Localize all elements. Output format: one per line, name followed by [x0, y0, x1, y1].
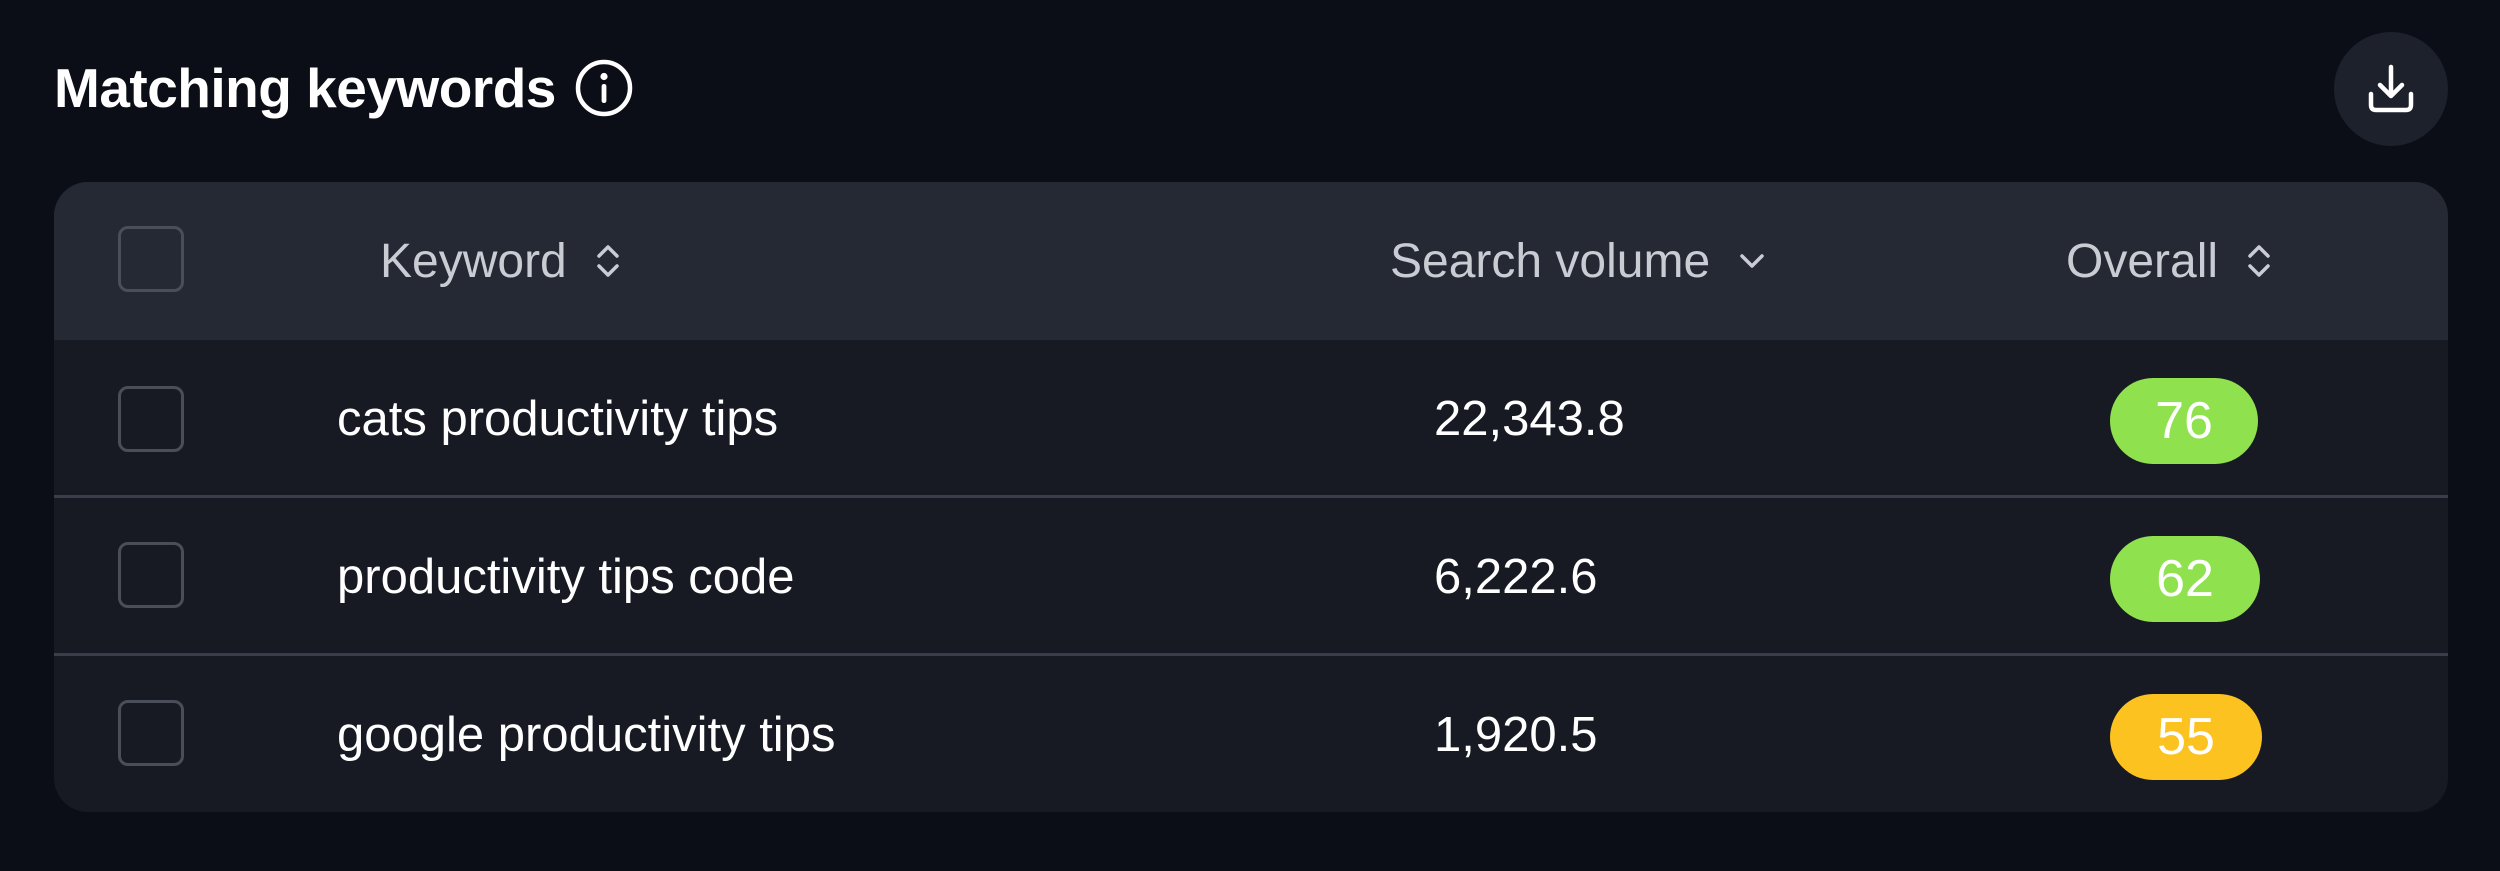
keyword-cell: google productivity tips: [337, 708, 836, 762]
sort-up-down-icon[interactable]: [593, 241, 623, 281]
header: Matching keywords: [54, 48, 634, 128]
column-header-keyword[interactable]: Keyword: [380, 182, 623, 340]
page-title: Matching keywords: [54, 57, 556, 119]
table-row[interactable]: google productivity tips 1,920.5 55: [54, 656, 2448, 812]
select-all-checkbox[interactable]: [118, 226, 184, 292]
info-icon[interactable]: [574, 58, 634, 118]
keyword-cell: productivity tips code: [337, 550, 795, 604]
column-label-keyword: Keyword: [380, 234, 567, 288]
row-checkbox[interactable]: [118, 386, 184, 452]
column-label-search-volume: Search volume: [1390, 234, 1711, 288]
overall-score-badge: 55: [2110, 694, 2262, 780]
overall-score-badge: 62: [2110, 536, 2260, 622]
sort-up-down-icon[interactable]: [2244, 241, 2274, 281]
table-header: Keyword Search volume Overall: [54, 182, 2448, 340]
search-volume-cell: 1,920.5: [1434, 708, 1598, 762]
row-checkbox[interactable]: [118, 542, 184, 608]
column-label-overall: Overall: [2066, 234, 2219, 288]
search-volume-cell: 22,343.8: [1434, 392, 1625, 446]
overall-score-badge: 76: [2110, 378, 2258, 464]
keyword-cell: cats productivity tips: [337, 392, 779, 446]
download-icon: [2363, 61, 2419, 117]
column-header-search-volume[interactable]: Search volume: [1390, 182, 1768, 340]
download-button[interactable]: [2334, 32, 2448, 146]
table-row[interactable]: cats productivity tips 22,343.8 76: [54, 340, 2448, 498]
column-header-overall[interactable]: Overall: [2066, 182, 2274, 340]
chevron-down-icon[interactable]: [1736, 249, 1768, 273]
row-checkbox[interactable]: [118, 700, 184, 766]
keywords-table: Keyword Search volume Overall: [54, 182, 2448, 812]
search-volume-cell: 6,222.6: [1434, 550, 1598, 604]
table-row[interactable]: productivity tips code 6,222.6 62: [54, 498, 2448, 656]
